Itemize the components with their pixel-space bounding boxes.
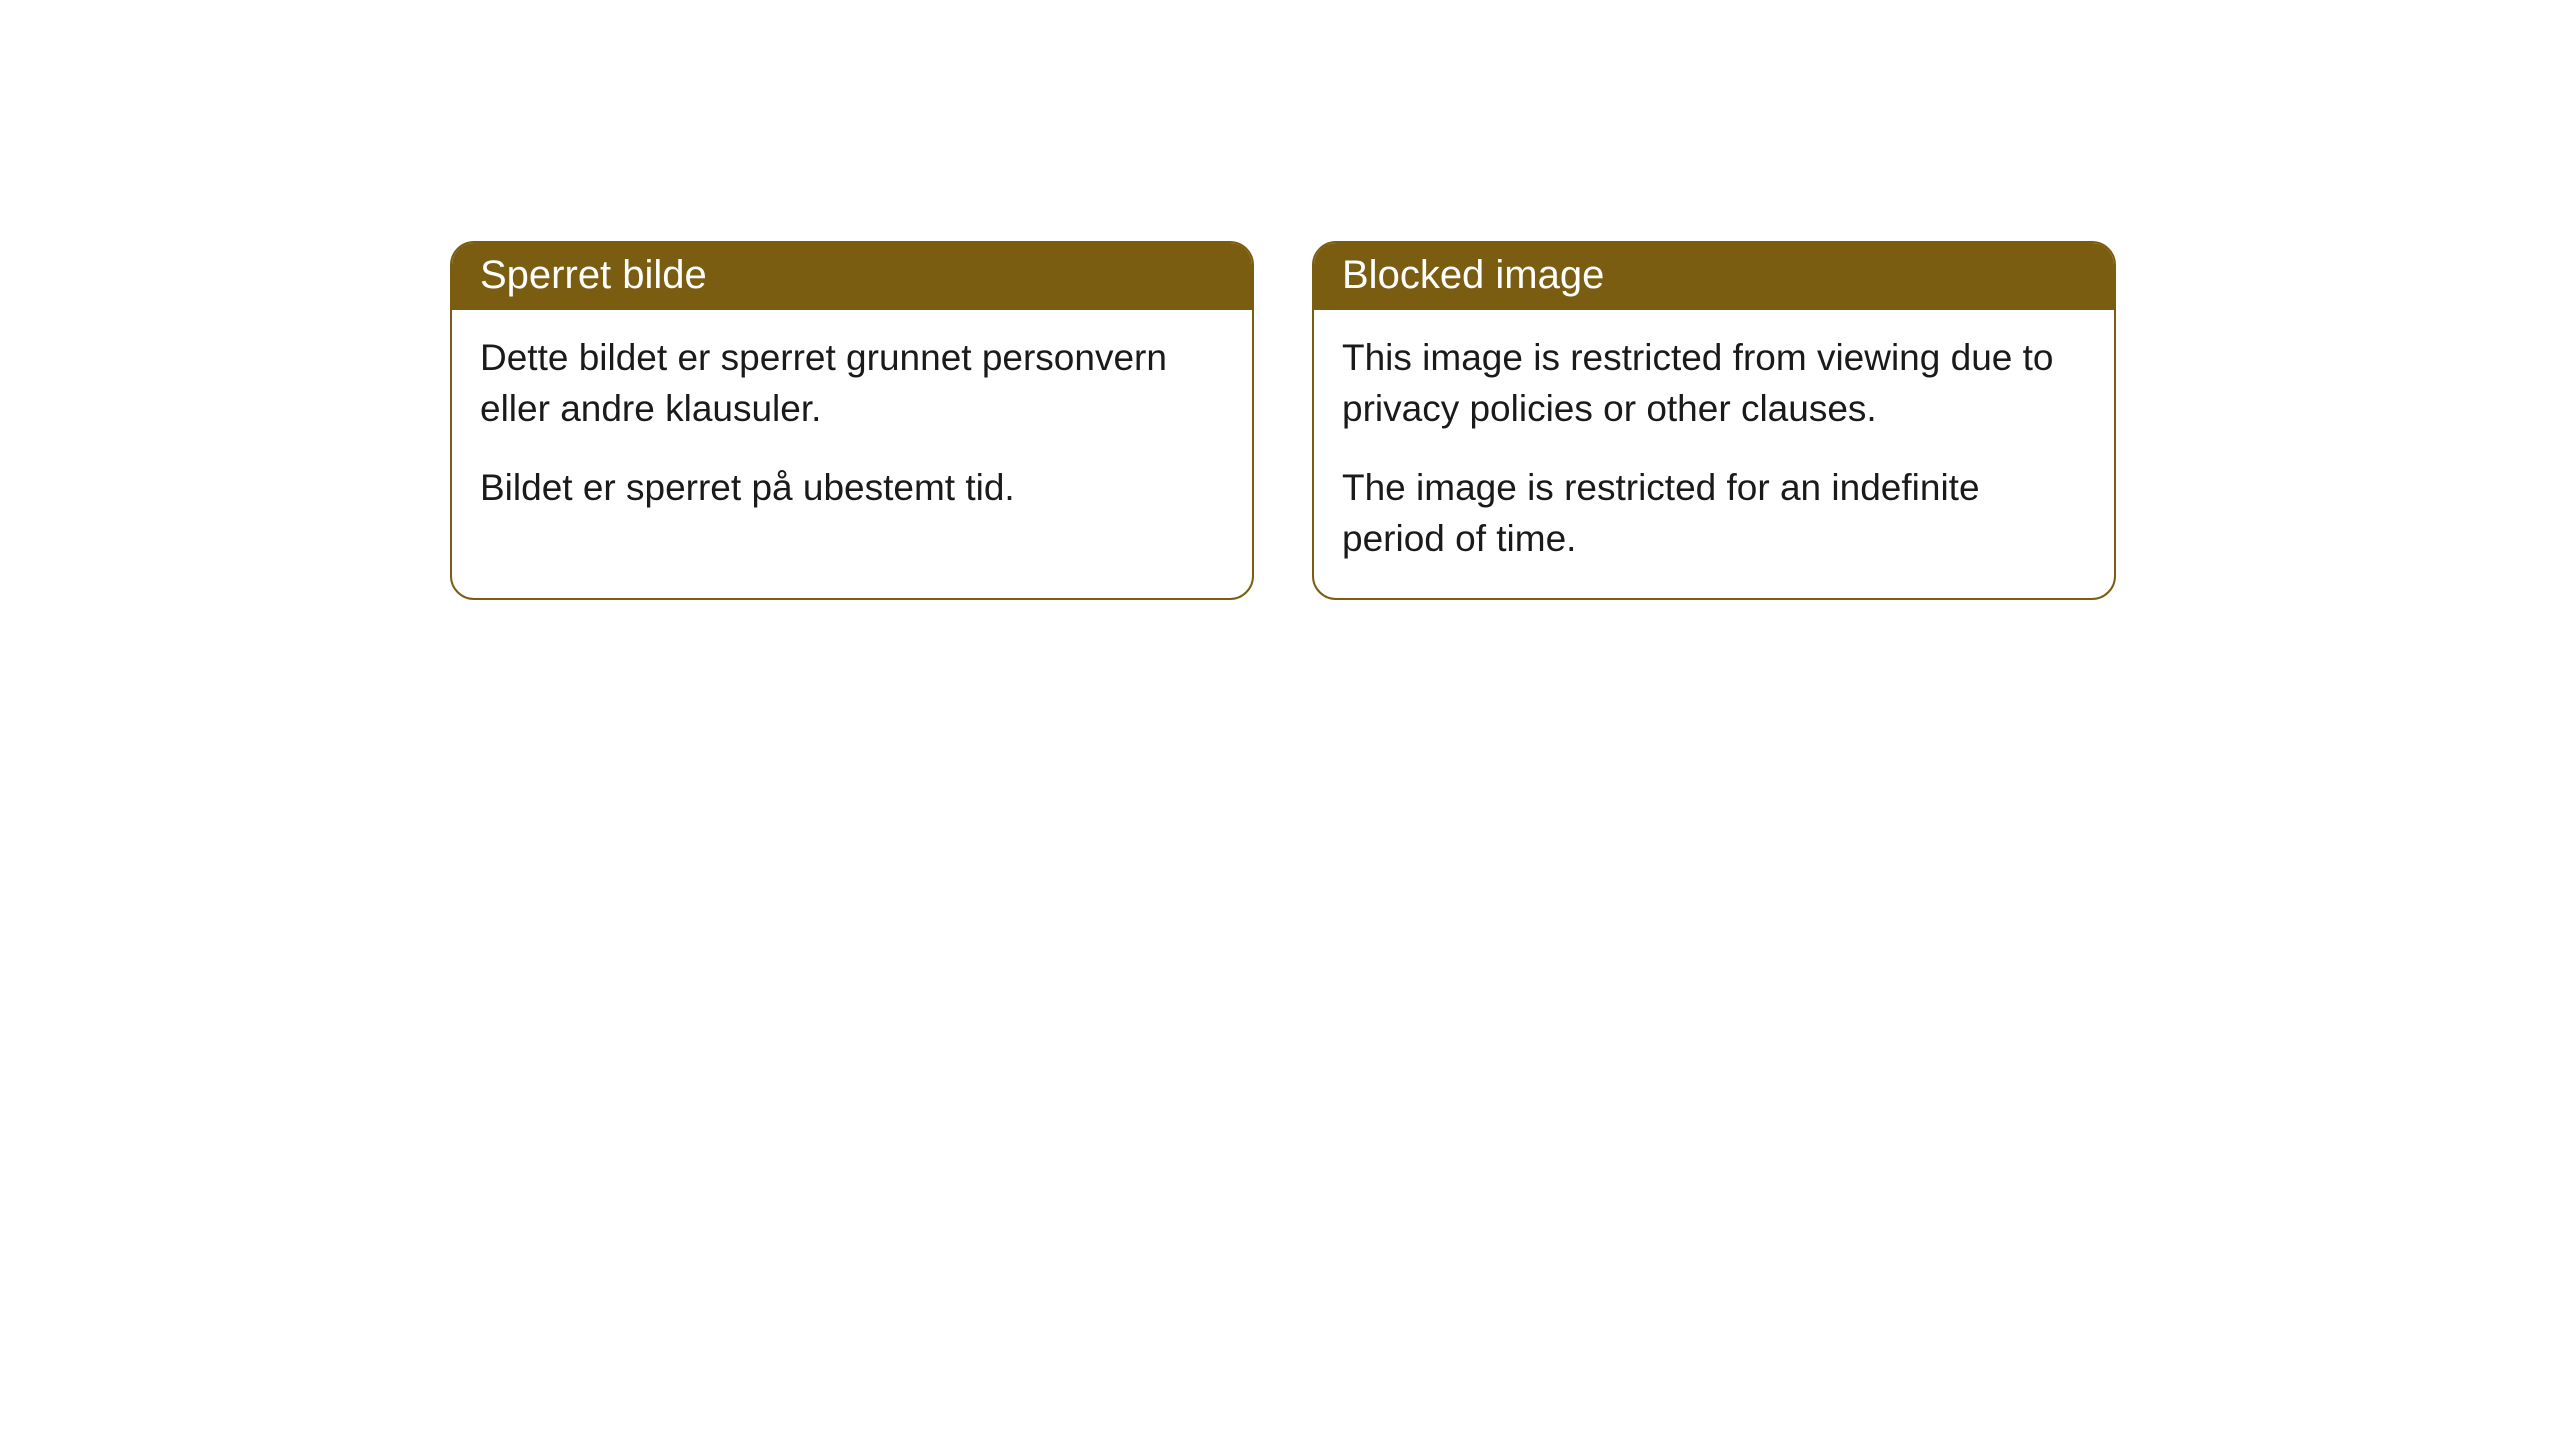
notice-header-english: Blocked image — [1314, 243, 2114, 310]
notice-paragraph: The image is restricted for an indefinit… — [1342, 462, 2086, 564]
notice-paragraph: Dette bildet er sperret grunnet personve… — [480, 332, 1224, 434]
notice-title: Sperret bilde — [480, 253, 707, 297]
notice-card-english: Blocked image This image is restricted f… — [1312, 241, 2116, 600]
notice-paragraph: Bildet er sperret på ubestemt tid. — [480, 462, 1224, 513]
notice-container: Sperret bilde Dette bildet er sperret gr… — [0, 0, 2560, 600]
notice-paragraph: This image is restricted from viewing du… — [1342, 332, 2086, 434]
notice-body-norwegian: Dette bildet er sperret grunnet personve… — [452, 310, 1252, 547]
notice-title: Blocked image — [1342, 253, 1604, 297]
notice-card-norwegian: Sperret bilde Dette bildet er sperret gr… — [450, 241, 1254, 600]
notice-header-norwegian: Sperret bilde — [452, 243, 1252, 310]
notice-body-english: This image is restricted from viewing du… — [1314, 310, 2114, 598]
